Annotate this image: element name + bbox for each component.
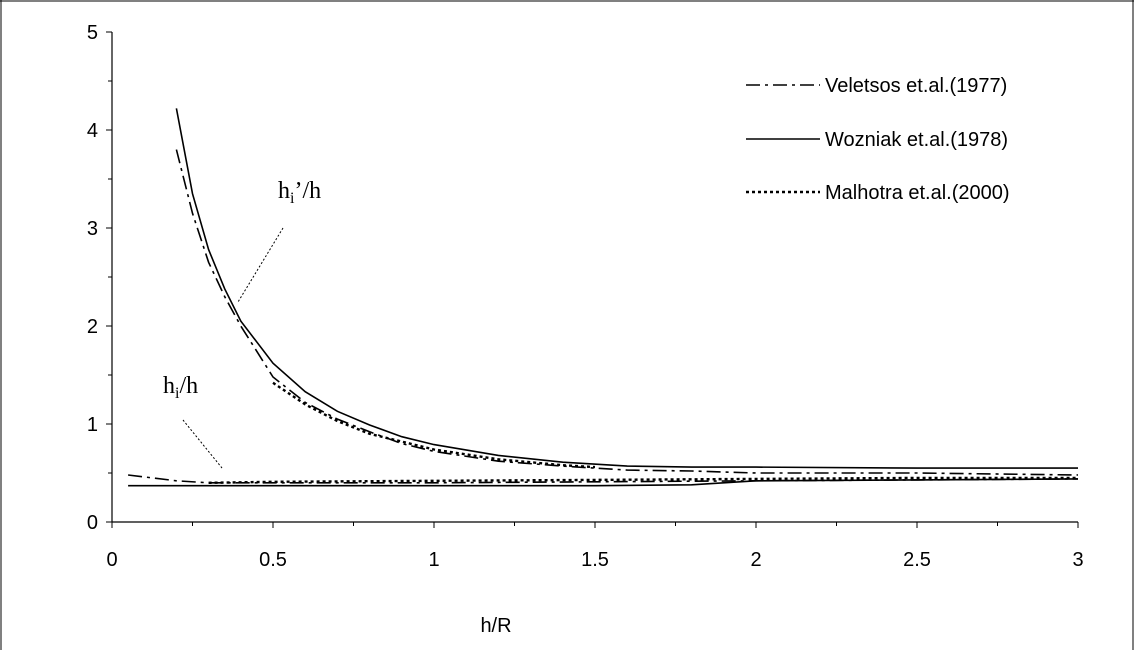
y-tick-label: 1 [87, 414, 98, 436]
x-tick-label: 3 [1072, 549, 1083, 571]
series-5 [208, 476, 1078, 484]
legend-label: Veletsos et.al.(1977) [825, 75, 1007, 97]
y-tick-label: 5 [87, 22, 98, 44]
legend-item: Veletsos et.al.(1977) [746, 75, 1007, 97]
series-1 [175, 108, 1078, 469]
axes: 0 1 2 3 4 5 0 0.5 1 1.5 2 2.5 3 [87, 22, 1084, 571]
legend-item: Wozniak et.al.(1978) [746, 129, 1008, 151]
x-tick-label: 0.5 [259, 549, 287, 571]
series-line [272, 381, 596, 469]
series-line [175, 108, 1078, 469]
annotation-suffix: /h [179, 373, 198, 399]
plot-series [128, 108, 1079, 487]
annotation-label: hi’/h [278, 178, 321, 207]
annotation-base: h [163, 373, 175, 399]
annotations: hi’/hhi/h [163, 178, 321, 469]
series-line [208, 476, 1078, 484]
x-tick-label: 2.5 [903, 549, 931, 571]
annotation-pointer [237, 227, 284, 303]
legend-label: Malhotra et.al.(2000) [825, 182, 1010, 204]
y-tick-label: 3 [87, 218, 98, 240]
y-tick-label: 2 [87, 316, 98, 338]
annotation-label: hi/h [163, 373, 198, 402]
y-tick-label: 4 [87, 120, 98, 142]
x-tick-label: 0 [106, 549, 117, 571]
legend-item: Malhotra et.al.(2000) [746, 182, 1010, 204]
legend: Veletsos et.al.(1977) Wozniak et.al.(1978… [746, 75, 1010, 204]
legend-label: Wozniak et.al.(1978) [825, 129, 1008, 151]
annotation-subscript: i [290, 190, 295, 207]
x-tick-label: 2 [750, 549, 761, 571]
x-tick-label: 1 [428, 549, 439, 571]
annotation-pointer [182, 419, 223, 469]
x-axis-title: h/R [480, 615, 511, 637]
x-tick-label: 1.5 [581, 549, 609, 571]
series-line [128, 478, 1079, 487]
annotation-subscript: i [175, 385, 180, 402]
annotation-base: h [278, 178, 290, 204]
series-2 [272, 381, 596, 469]
y-tick-label: 0 [87, 512, 98, 534]
annotation-suffix: ’/h [294, 178, 321, 204]
series-4 [128, 478, 1079, 487]
